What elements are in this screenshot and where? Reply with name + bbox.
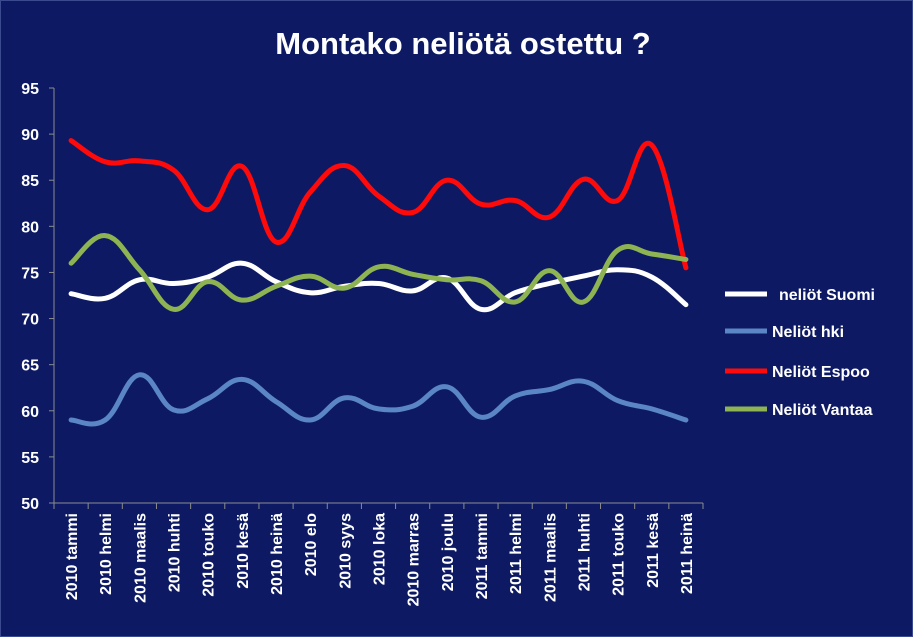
legend-label-2: Neliöt Espoo <box>772 364 870 381</box>
x-tick-label: 2010 heinä <box>269 513 286 595</box>
y-tick-label: 80 <box>21 219 39 236</box>
series-lines <box>68 138 689 427</box>
y-tick-label: 75 <box>21 265 39 282</box>
series-line-2 <box>68 138 689 271</box>
x-tick-label: 2011 maalis <box>542 513 559 602</box>
series-line-3 <box>68 233 689 312</box>
legend-label-1: Neliöt hki <box>772 324 844 341</box>
x-tick-label: 2010 touko <box>201 513 218 597</box>
x-tick-label: 2011 touko <box>611 513 628 596</box>
y-tick-label: 90 <box>21 127 39 144</box>
y-tick-label: 70 <box>21 312 39 329</box>
x-tick-label: 2011 kesä <box>645 513 662 588</box>
legend-label-3: Neliöt Vantaa <box>772 402 873 419</box>
x-tick-label: 2010 maalis <box>132 513 149 603</box>
legend: neliöt Suomi Neliöt hki Neliöt Espoo Neliöt… <box>725 287 875 419</box>
x-tick-label: 2010 kesä <box>235 513 252 589</box>
x-tick-label: 2010 huhti <box>167 513 184 592</box>
series-line-1 <box>68 372 689 427</box>
x-tick-label: 2010 tammi <box>64 513 81 600</box>
y-tick-label: 95 <box>21 81 39 98</box>
x-tick-label: 2010 elo <box>303 513 320 576</box>
x-tick-label: 2010 syys <box>337 513 354 589</box>
x-tick-label: 2011 heinä <box>679 513 696 594</box>
x-tick-label: 2010 marras <box>406 513 423 607</box>
x-tick-label: 2010 joulu <box>440 513 457 591</box>
y-axis: 50 55 60 65 70 75 80 85 90 95 <box>21 81 55 513</box>
y-tick-label: 60 <box>21 404 39 421</box>
x-tick-label: 2011 huhti <box>576 513 593 591</box>
series-line-0 <box>68 260 689 313</box>
x-tick-label: 2011 tammi <box>474 513 491 599</box>
x-tick-label: 2011 helmi <box>508 513 525 594</box>
y-tick-label: 65 <box>21 358 39 375</box>
y-tick-label: 55 <box>21 450 39 467</box>
chart-title: Montako neliötä ostettu ? <box>275 26 650 61</box>
y-tick-label: 50 <box>21 496 39 513</box>
y-tick-label: 85 <box>21 173 39 190</box>
x-axis: 2010 tammi 2010 helmi 2010 maalis 2010 huht… <box>53 502 704 607</box>
legend-label-0: neliöt Suomi <box>779 287 875 304</box>
x-tick-label: 2010 loka <box>372 513 389 585</box>
x-tick-label: 2010 helmi <box>98 513 115 595</box>
